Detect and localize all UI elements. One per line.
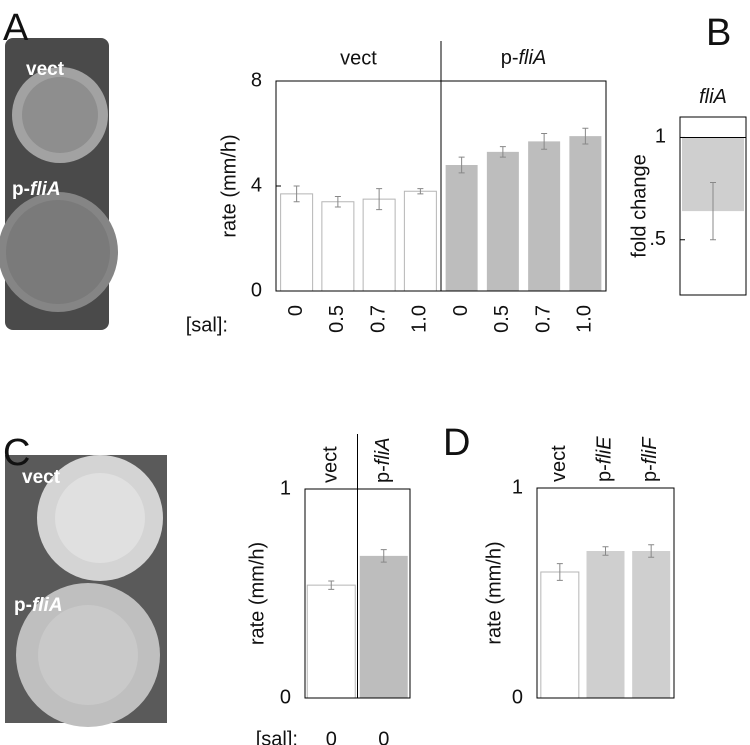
error-bar <box>499 146 506 158</box>
colony-core <box>6 200 110 304</box>
y-axis-label: fold change <box>628 154 650 257</box>
error-bar <box>334 196 341 208</box>
x-tick-label: 0 <box>285 305 307 316</box>
y-tick-label: 0 <box>280 686 291 708</box>
panel-letter: A <box>3 7 29 49</box>
photo-a <box>0 38 118 330</box>
x-tick-label: 0 <box>450 305 472 316</box>
plot-frame <box>679 116 747 296</box>
y-tick-label: 8 <box>251 69 262 91</box>
y-axis-label: rate (mm/h) <box>218 134 240 237</box>
x-prefix: [sal]: <box>256 728 298 745</box>
y-axis-label: rate (mm/h) <box>483 541 505 644</box>
x-tick-label: 0.7 <box>367 305 389 333</box>
y-tick-label: 0 <box>251 279 262 301</box>
bar <box>280 193 314 292</box>
x-tick-label: p-fliA <box>372 437 394 483</box>
y-tick-label: 0 <box>512 686 523 708</box>
bar <box>632 551 671 698</box>
error-bar <box>376 188 383 211</box>
x-sal-label: 0 <box>326 728 337 745</box>
panel-letter: B <box>706 12 731 54</box>
bar <box>359 555 408 698</box>
x-tick-label: vect <box>320 446 342 483</box>
bar <box>306 584 356 699</box>
error-bar <box>417 188 424 195</box>
y-tick-label: 1 <box>280 477 291 499</box>
image-label: p-fliA <box>12 179 61 200</box>
x-tick-label: vect <box>548 445 570 482</box>
y-tick-label: 4 <box>251 174 262 196</box>
error-bar <box>710 181 716 241</box>
x-tick-label: 1.0 <box>409 305 431 333</box>
x-tick-label: 0.5 <box>491 305 513 333</box>
error-bar <box>380 549 387 563</box>
error-bar <box>556 563 563 581</box>
bar <box>528 141 561 291</box>
x-tick-label: p-fliF <box>639 436 661 482</box>
error-bar <box>458 156 465 174</box>
photo-c <box>5 455 167 727</box>
error-bar <box>293 185 300 203</box>
image-label: vect <box>26 59 65 80</box>
x-tick-label: 0.5 <box>326 305 348 333</box>
colony-core <box>38 605 138 705</box>
bar <box>321 201 355 292</box>
plot-frame <box>304 488 411 699</box>
error-bar <box>328 580 335 590</box>
y-tick-label: 1 <box>655 126 666 148</box>
x-tick-label: 1.0 <box>574 305 596 333</box>
x-prefix: [sal]: <box>186 314 228 336</box>
panel-letter: D <box>443 422 470 464</box>
image-label: p-fliA <box>14 595 63 616</box>
y-tick-label: .5 <box>649 228 666 250</box>
x-tick-label: p-fliE <box>594 436 616 482</box>
error-bar <box>582 127 589 145</box>
bar <box>445 165 478 291</box>
group-label: p-fliA <box>501 47 547 69</box>
error-bar <box>602 546 609 556</box>
error-bar <box>541 133 548 150</box>
bar <box>403 190 437 292</box>
bar <box>586 551 625 698</box>
bar <box>540 571 580 699</box>
plot-frame <box>536 487 675 699</box>
x-sal-label: 0 <box>378 728 389 745</box>
error-bar <box>648 544 655 558</box>
y-axis-label: rate (mm/h) <box>246 542 268 645</box>
colony-core <box>22 77 98 153</box>
bar <box>569 136 602 291</box>
y-tick-label: 1 <box>512 476 523 498</box>
x-tick-label: 0.7 <box>532 305 554 333</box>
colony-core <box>55 473 145 563</box>
bar <box>486 151 519 291</box>
group-label: vect <box>340 47 377 69</box>
chart-title: fliA <box>699 86 727 108</box>
plot-frame <box>275 80 607 292</box>
image-label: vect <box>22 467 61 488</box>
bar <box>362 198 396 292</box>
panel-letter: C <box>3 432 30 474</box>
